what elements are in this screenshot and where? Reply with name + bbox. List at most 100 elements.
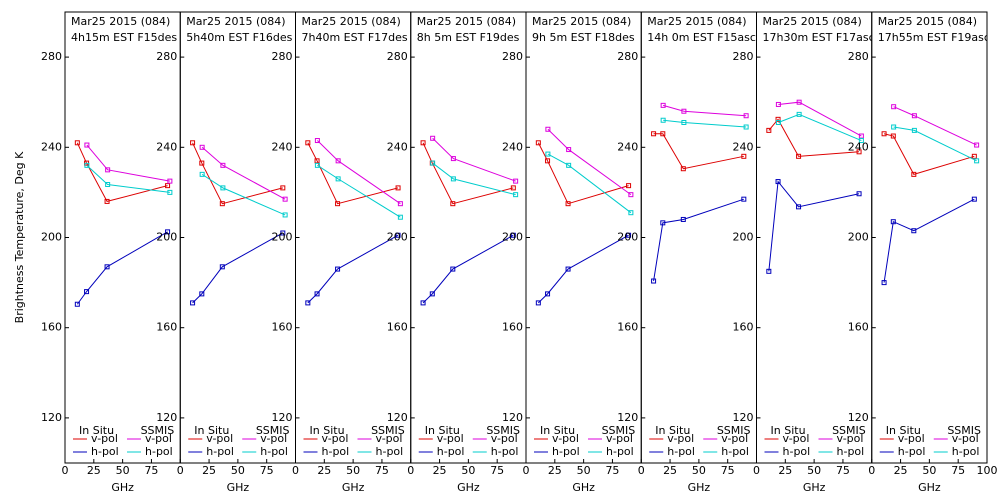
panel-titles: Mar25 2015 (084) 7h40m EST F17des [302, 15, 408, 44]
legend-group-title: SSMIS [602, 424, 636, 437]
legend-label: v-pol [376, 432, 403, 445]
point-marker [766, 127, 772, 133]
panel-subtitle: 17h30m EST F17asc [763, 31, 875, 44]
point-marker [105, 167, 111, 173]
legend-group-title: SSMIS [717, 424, 751, 437]
point-marker [397, 201, 403, 207]
point-marker [105, 182, 111, 188]
x-tick-label: 50 [346, 464, 360, 477]
point-marker [450, 156, 456, 162]
point-marker [566, 162, 572, 168]
point-marker [220, 185, 226, 191]
point-marker [766, 268, 772, 274]
point-marker [545, 151, 551, 157]
point-marker [513, 192, 519, 198]
legend-label: h-pol [491, 445, 519, 458]
panel-titles: Mar25 2015 (084) 17h30m EST F17asc [763, 15, 875, 44]
x-axis-label: GHz [918, 481, 941, 494]
legend-label: h-pol [376, 445, 404, 458]
y-tick-label: 160 [617, 321, 638, 334]
point-marker [545, 126, 551, 132]
point-marker [775, 119, 781, 125]
series-line [317, 140, 401, 205]
x-axis-label: GHz [457, 481, 480, 494]
panel-frame [871, 11, 988, 464]
point-marker [881, 280, 887, 286]
point-marker [335, 201, 341, 207]
y-tick-label: 280 [502, 50, 523, 63]
series-line [307, 234, 399, 304]
point-marker [796, 99, 802, 105]
y-tick-label: 120 [502, 411, 523, 424]
point-marker [796, 153, 802, 159]
y-tick-label: 120 [387, 411, 408, 424]
legend-label: h-pol [667, 445, 695, 458]
point-marker [680, 166, 686, 172]
point-marker [510, 232, 516, 238]
x-tick-label: 50 [231, 464, 245, 477]
point-marker [971, 196, 977, 202]
point-marker [545, 158, 551, 164]
y-tick-label: 120 [848, 411, 869, 424]
y-tick-label: 280 [733, 50, 754, 63]
point-marker [660, 220, 666, 226]
legend-label: h-pol [91, 445, 119, 458]
x-axis-label: GHz [572, 481, 595, 494]
x-tick-label: 25 [663, 464, 677, 477]
panel-subtitle: 7h40m EST F17des [302, 31, 408, 44]
panel: Mar25 2015 (084) 9h 5m EST F18des 120 160 20… [502, 11, 642, 494]
point-marker [430, 135, 436, 141]
y-tick-label: 200 [272, 231, 293, 244]
point-marker [535, 140, 541, 146]
point-marker [974, 158, 980, 164]
y-tick-label: 240 [41, 140, 62, 153]
series-line [768, 180, 860, 272]
legend-group-title: In Situ [79, 424, 114, 437]
panel-subtitle: 5h40m EST F16des [186, 31, 292, 44]
point-marker [743, 124, 749, 130]
point-marker [566, 147, 572, 153]
point-marker [545, 291, 551, 297]
legend-label: h-pol [322, 445, 350, 458]
point-marker [199, 291, 205, 297]
series-line [317, 164, 401, 218]
legend-label: h-pol [606, 445, 634, 458]
series-line [768, 118, 860, 157]
point-marker [314, 158, 320, 164]
legend-group-title: SSMIS [371, 424, 405, 437]
point-marker [628, 210, 634, 216]
y-tick-label: 200 [848, 231, 869, 244]
panel-titles: Mar25 2015 (084) 8h 5m EST F19des [417, 15, 520, 44]
y-tick-label: 280 [156, 50, 177, 63]
point-marker [891, 104, 897, 110]
x-tick-label: 50 [807, 464, 821, 477]
panel: Mar25 2015 (084) 17h30m EST F17asc 120 160 2… [733, 11, 875, 494]
point-marker [450, 176, 456, 182]
legend-label: v-pol [898, 432, 925, 445]
legend-label: h-pol [206, 445, 234, 458]
x-tick-label: 100 [977, 464, 998, 477]
x-tick-label: 50 [692, 464, 706, 477]
series-line [663, 119, 747, 128]
x-tick-label: 75 [375, 464, 389, 477]
panel-title: Mar25 2015 (084) [71, 15, 170, 28]
panel-titles: Mar25 2015 (084) 5h40m EST F16des [186, 15, 292, 44]
point-marker [681, 108, 687, 114]
legend-label: h-pol [552, 445, 580, 458]
x-tick-label: 25 [317, 464, 331, 477]
point-marker [628, 192, 634, 198]
x-tick-label: 25 [433, 464, 447, 477]
panel: Mar25 2015 (084) 7h40m EST F17des 120 160 20… [272, 11, 412, 494]
y-tick-label: 200 [733, 231, 754, 244]
legend-label: v-pol [322, 432, 349, 445]
legend-label: v-pol [721, 432, 748, 445]
x-tick-label: 0 [407, 464, 414, 477]
legend-group-title: SSMIS [832, 424, 866, 437]
point-marker [104, 264, 110, 270]
y-tick-label: 200 [617, 231, 638, 244]
